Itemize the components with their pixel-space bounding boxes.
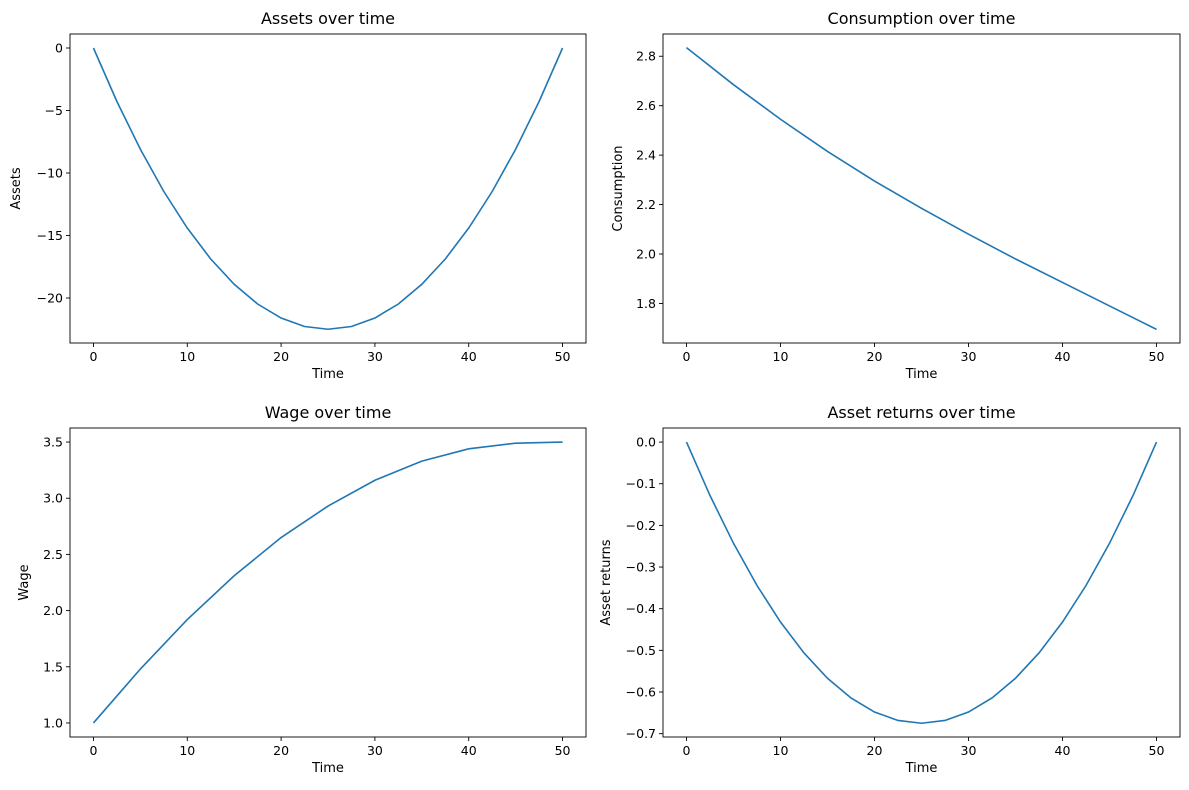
chart-title: Assets over time bbox=[261, 9, 395, 28]
y-tick-label: 1.0 bbox=[43, 715, 63, 730]
y-tick-label: 2.8 bbox=[636, 49, 656, 64]
x-tick-label: 20 bbox=[867, 743, 883, 758]
x-axis-label: Time bbox=[905, 761, 938, 776]
x-tick-label: 10 bbox=[773, 743, 789, 758]
chart-title: Wage over time bbox=[265, 403, 392, 422]
x-tick-label: 40 bbox=[1055, 349, 1071, 364]
chart-panel-3: 0 10 20 30 40 50 1.0 1.5 2.0 2.5 3.0 3.5 Wage over t… bbox=[17, 403, 587, 776]
x-axis-label: Time bbox=[311, 761, 344, 776]
x-tick-label: 30 bbox=[961, 349, 977, 364]
x-tick-label: 20 bbox=[867, 349, 883, 364]
chart-panel-2: 0 10 20 30 40 50 1.8 2.0 2.2 2.4 2.6 2.8 Consumption… bbox=[611, 9, 1181, 382]
axes-frame bbox=[69, 427, 587, 738]
y-tick-label: 0.0 bbox=[636, 435, 656, 450]
y-tick-label: −15 bbox=[37, 228, 63, 243]
y-tick-label: 1.8 bbox=[636, 296, 656, 311]
y-tick-label: 0 bbox=[55, 41, 63, 56]
x-tick-label: 50 bbox=[555, 743, 571, 758]
x-tick-label: 30 bbox=[961, 743, 977, 758]
y-axis-label: Asset returns bbox=[599, 539, 614, 625]
y-tick-label: −5 bbox=[45, 103, 63, 118]
y-tick-label: 1.5 bbox=[43, 659, 63, 674]
y-tick-label: −20 bbox=[37, 291, 63, 306]
x-tick-label: 50 bbox=[1149, 743, 1165, 758]
y-tick-label: −0.5 bbox=[626, 643, 656, 658]
x-tick-label: 40 bbox=[461, 743, 477, 758]
y-axis-label: Wage bbox=[17, 564, 32, 600]
x-tick-label: 20 bbox=[273, 743, 289, 758]
x-tick-label: 0 bbox=[89, 349, 97, 364]
x-tick-label: 0 bbox=[683, 349, 691, 364]
y-tick-label: −10 bbox=[37, 166, 63, 181]
x-tick-label: 0 bbox=[89, 743, 97, 758]
y-tick-label: −0.4 bbox=[626, 601, 656, 616]
x-axis-label: Time bbox=[905, 367, 938, 382]
x-tick-label: 30 bbox=[367, 743, 383, 758]
y-tick-label: 2.4 bbox=[636, 148, 656, 163]
axes-frame bbox=[662, 33, 1181, 344]
x-tick-label: 10 bbox=[179, 349, 195, 364]
series-line-3-1 bbox=[92, 441, 563, 724]
x-tick-label: 40 bbox=[461, 349, 477, 364]
x-tick-label: 50 bbox=[1149, 349, 1165, 364]
y-tick-label: 2.6 bbox=[636, 98, 656, 113]
y-tick-label: −0.2 bbox=[626, 518, 656, 533]
y-tick-label: −0.3 bbox=[626, 560, 656, 575]
x-tick-label: 50 bbox=[555, 349, 571, 364]
y-tick-label: 3.0 bbox=[43, 491, 63, 506]
y-tick-label: 2.0 bbox=[43, 603, 63, 618]
y-tick-label: 2.2 bbox=[636, 197, 656, 212]
chart-title: Asset returns over time bbox=[827, 403, 1015, 422]
x-axis-label: Time bbox=[311, 367, 344, 382]
x-tick-label: 20 bbox=[273, 349, 289, 364]
x-tick-label: 10 bbox=[179, 743, 195, 758]
y-tick-label: 2.0 bbox=[636, 247, 656, 262]
chart-panel-4: 0 10 20 30 40 50 0.0 −0.1 −0.2 −0.3 −0.4 −0.5 −0.6 −0… bbox=[599, 403, 1181, 776]
y-tick-label: −0.6 bbox=[626, 685, 656, 700]
y-tick-label: −0.7 bbox=[626, 726, 656, 741]
y-tick-label: −0.1 bbox=[626, 476, 656, 491]
x-tick-label: 40 bbox=[1055, 743, 1071, 758]
y-tick-label: 3.5 bbox=[43, 435, 63, 450]
y-axis-label: Consumption bbox=[611, 145, 626, 231]
x-tick-label: 30 bbox=[367, 349, 383, 364]
x-tick-label: 10 bbox=[773, 349, 789, 364]
chart-panel-1: 0 10 20 30 40 50 0 −5 −10 −15 −20 Assets over time T… bbox=[9, 9, 587, 382]
axes-frame bbox=[69, 33, 587, 344]
y-axis-label: Assets bbox=[9, 167, 24, 210]
chart-title: Consumption over time bbox=[828, 9, 1016, 28]
series-line-2-1 bbox=[686, 46, 1157, 331]
series-line-4-1 bbox=[685, 441, 1158, 725]
series-line-1-1 bbox=[92, 47, 564, 331]
y-tick-label: 2.5 bbox=[43, 547, 63, 562]
x-tick-label: 0 bbox=[683, 743, 691, 758]
axes-frame bbox=[662, 427, 1181, 738]
